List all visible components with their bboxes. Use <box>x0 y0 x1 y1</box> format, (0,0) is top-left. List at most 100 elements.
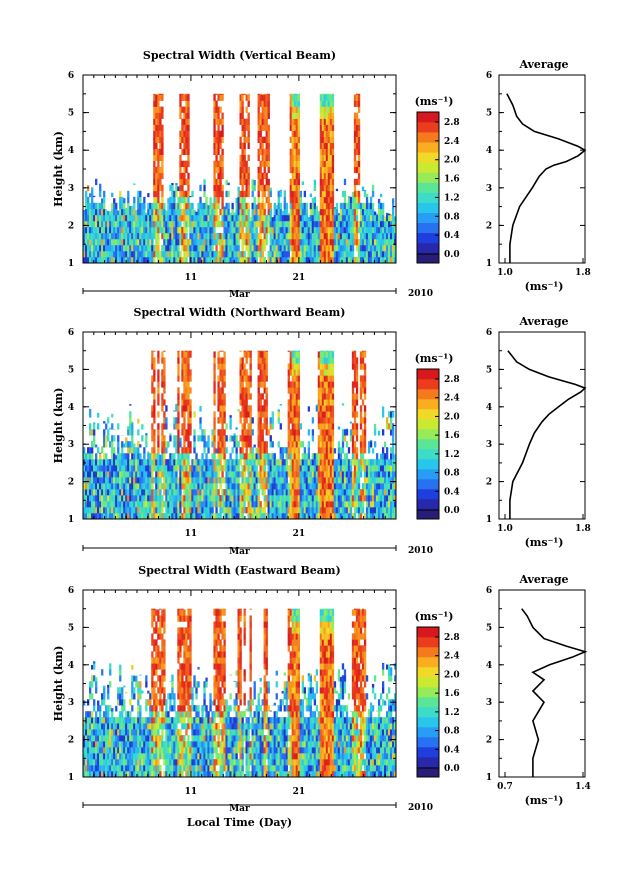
heatmap-cell <box>357 220 361 228</box>
heatmap-cell <box>271 513 274 520</box>
heatmap-cell <box>365 459 369 466</box>
heatmap-cell <box>261 244 264 252</box>
heatmap-cell <box>383 232 387 240</box>
heatmap-cell <box>255 238 258 246</box>
heatmap-cell <box>285 238 288 246</box>
heatmap-cell <box>321 411 325 418</box>
heatmap-cell <box>107 220 110 228</box>
heatmap-cell <box>209 214 212 222</box>
heatmap-cell <box>135 489 138 496</box>
heatmap-cell <box>157 429 160 436</box>
heatmap-cell <box>329 417 333 424</box>
heatmap-cell <box>161 124 164 131</box>
heatmap-cell <box>213 166 216 174</box>
heatmap-cell <box>367 495 371 502</box>
heatmap-cell <box>371 184 375 192</box>
heatmap-cell <box>377 471 381 478</box>
heatmap-cell <box>193 495 196 502</box>
heatmap-cell <box>335 238 339 246</box>
heatmap-cell <box>201 244 204 252</box>
heatmap-cell <box>151 459 154 466</box>
heatmap-cell <box>363 435 367 442</box>
heatmap-cell <box>115 455 118 460</box>
heatmap-cell <box>319 142 323 149</box>
heatmap-cell <box>347 244 351 252</box>
heatmap-cells <box>83 350 397 520</box>
heatmap-cell <box>219 350 222 352</box>
heatmap-cell <box>257 495 260 502</box>
heatmap-cell <box>249 232 252 240</box>
colorbar-tick-label: 0.0 <box>444 250 460 260</box>
heatmap-cell <box>355 357 359 364</box>
heatmap-cell <box>207 477 210 484</box>
heatmap-cell <box>275 465 278 472</box>
heatmap-cell <box>127 250 130 258</box>
heatmap-cell <box>259 399 262 406</box>
heatmap-cell <box>99 483 102 490</box>
heatmap-cell <box>87 477 90 484</box>
heatmap-cell <box>289 208 292 216</box>
heatmap-cell <box>181 208 184 216</box>
heatmap-cell <box>169 250 172 258</box>
heatmap-cell <box>127 426 130 430</box>
heatmap-cell <box>213 202 216 210</box>
heatmap-cell <box>201 459 204 466</box>
heatmap-cell <box>91 495 94 502</box>
heatmap-cell <box>251 483 254 490</box>
heatmap-cell <box>333 471 337 478</box>
heatmap-cell <box>319 393 323 400</box>
heatmap-cell <box>363 489 367 496</box>
heatmap-cell <box>217 136 220 143</box>
heatmap-cell <box>283 489 286 496</box>
heatmap-cell <box>319 477 323 484</box>
heatmap-cell <box>155 190 158 198</box>
heatmap-cell <box>261 393 264 400</box>
heatmap-cell <box>341 441 345 448</box>
heatmap-cell <box>345 501 349 508</box>
heatmap-cell <box>273 513 276 520</box>
heatmap-cell <box>365 208 369 216</box>
heatmap-cell <box>213 375 216 382</box>
heatmap-cell <box>315 471 319 478</box>
heatmap-cell <box>359 375 363 382</box>
heatmap-cell <box>219 441 222 448</box>
heatmap-cell <box>325 501 329 508</box>
heatmap-cell <box>207 447 210 454</box>
heatmap-cell <box>305 507 309 514</box>
heatmap-cell <box>159 93 162 95</box>
heatmap-cell <box>277 196 280 204</box>
heatmap-cell <box>269 507 272 514</box>
heatmap-cell <box>333 206 337 210</box>
heatmap-cell <box>383 244 387 252</box>
heatmap-cell <box>317 375 321 382</box>
heatmap-cell <box>313 226 317 234</box>
heatmap-cell <box>101 232 104 240</box>
heatmap-cell <box>283 250 286 258</box>
heatmap-cell <box>329 393 333 400</box>
heatmap-cell <box>225 202 228 210</box>
heatmap-cell <box>181 375 184 382</box>
heatmap-cell <box>329 184 333 192</box>
heatmap-cell <box>353 100 357 107</box>
heatmap-cell <box>277 495 280 502</box>
heatmap-cell <box>157 351 160 358</box>
heatmap-cell <box>323 238 327 246</box>
heatmap-cell <box>221 369 224 376</box>
heatmap-cell <box>215 130 218 137</box>
heatmap-cell <box>345 226 349 234</box>
heatmap-cell <box>243 405 246 412</box>
heatmap-cell <box>221 160 224 168</box>
heatmap-cell <box>291 124 294 131</box>
heatmap-cell <box>295 489 298 496</box>
heatmap-cell <box>153 136 156 143</box>
heatmap-cell <box>115 495 118 502</box>
heatmap-cell <box>115 244 118 252</box>
heatmap-cell <box>169 184 172 192</box>
heatmap-cell <box>161 507 164 514</box>
heatmap-cell <box>185 507 188 514</box>
heatmap-cell <box>219 232 222 240</box>
heatmap-cell <box>263 202 266 210</box>
heatmap-cell <box>125 226 128 234</box>
heatmap-cell <box>255 453 258 460</box>
heatmap-cell <box>259 513 262 520</box>
